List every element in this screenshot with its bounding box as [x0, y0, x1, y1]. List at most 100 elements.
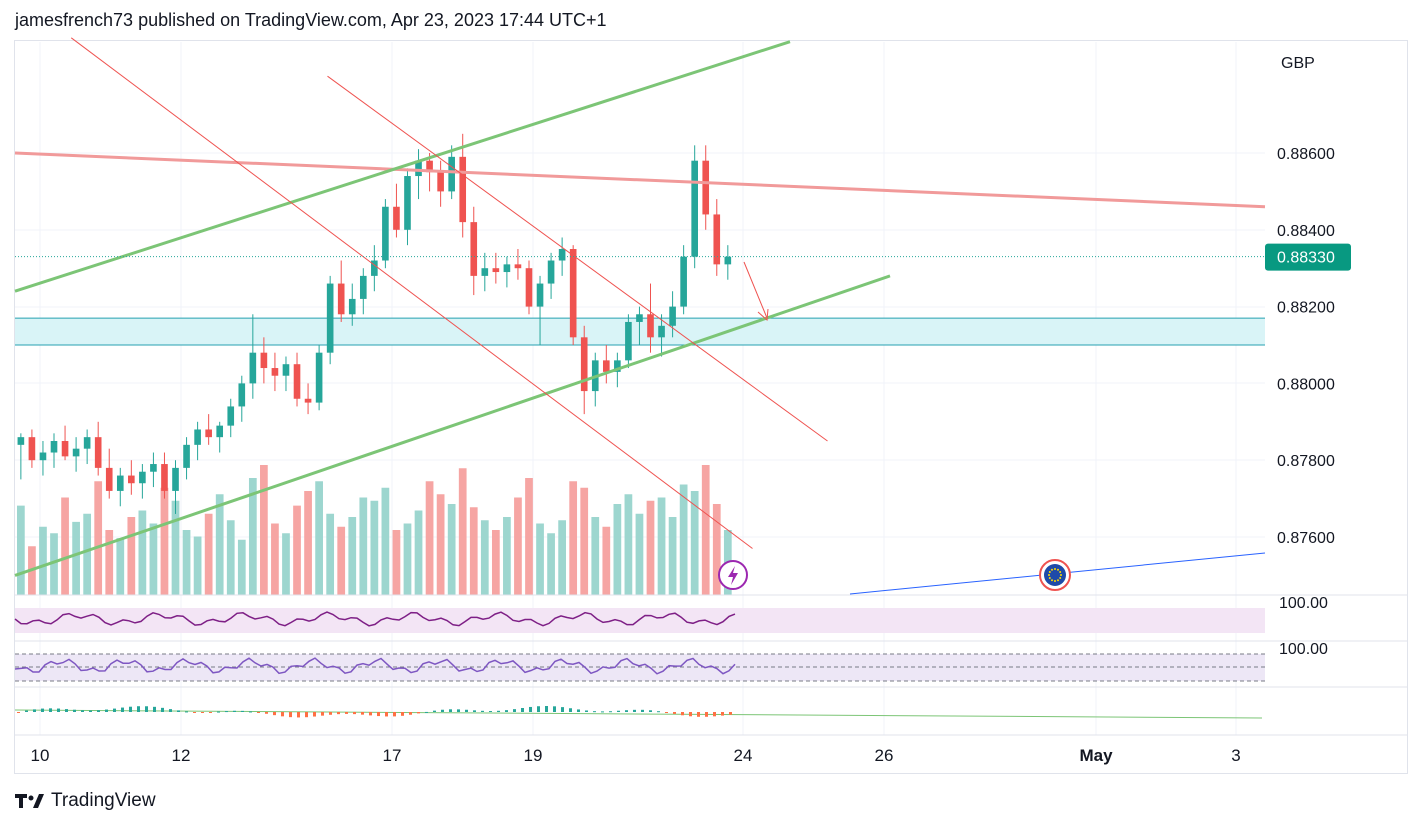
macd-hist-bar: [177, 710, 180, 712]
macd-hist-bar: [329, 712, 332, 715]
volume-bar: [337, 526, 346, 595]
volume-bar: [635, 513, 644, 595]
time-tick-label: 12: [172, 746, 191, 765]
macd-hist-bar: [601, 711, 604, 713]
macd-hist-bar: [665, 712, 668, 713]
macd-hist-bar: [433, 710, 436, 712]
chart-frame: [14, 40, 1408, 774]
volume-bar: [624, 494, 633, 595]
volume-bar: [160, 487, 169, 595]
volume-bar: [293, 505, 301, 595]
volume-bar: [237, 539, 246, 595]
macd-hist-bar: [113, 708, 116, 712]
candle-body: [315, 352, 323, 403]
candle-body: [602, 360, 610, 372]
macd-hist-bar: [457, 709, 460, 712]
candle-body: [404, 176, 411, 230]
volume-bar: [646, 500, 655, 595]
macd-hist-bar: [649, 710, 652, 712]
volume-bar: [480, 520, 489, 595]
candle-body: [492, 268, 500, 273]
candle-body: [348, 298, 356, 315]
macd-hist-bar: [57, 708, 60, 712]
price-tick-label: 0.88000: [1277, 376, 1335, 393]
candle-body: [547, 260, 555, 284]
publish-header: jamesfrench73 published on TradingView.c…: [15, 10, 607, 30]
macd-hist-bar: [681, 712, 684, 716]
candle-body: [713, 214, 721, 265]
volume-bar: [536, 523, 544, 595]
macd-hist-bar: [401, 712, 404, 716]
time-tick-label: 24: [734, 746, 753, 765]
candle-body: [459, 156, 467, 223]
candle-body: [194, 429, 201, 445]
volume-bar: [304, 491, 312, 595]
macd-hist-bar: [313, 712, 316, 717]
macd-hist-bar: [409, 712, 412, 715]
candle-body: [503, 264, 511, 273]
candle-body: [94, 437, 102, 468]
candle-body: [282, 364, 290, 376]
candle-body: [382, 206, 389, 261]
volume-bar: [469, 507, 478, 595]
volume-bar: [39, 526, 47, 595]
macd-hist-bar: [153, 706, 156, 712]
macd-hist-bar: [697, 712, 700, 717]
macd-hist-bar: [161, 707, 164, 712]
macd-hist-bar: [41, 708, 44, 712]
volume-bar: [525, 478, 533, 595]
macd-histogram: [17, 706, 732, 718]
volume-bar: [171, 500, 180, 595]
macd-hist-bar: [673, 712, 676, 714]
lightning-event-icon: [718, 560, 748, 590]
macd-hist-bar: [361, 712, 364, 715]
macd-hist-bar: [489, 711, 492, 713]
lower-channel-line: [14, 274, 891, 577]
resistance-line: [14, 151, 1266, 209]
volume-bar: [403, 523, 412, 595]
macd-hist-bar: [193, 712, 196, 713]
candle-body: [393, 206, 400, 230]
macd-hist-bar: [633, 709, 636, 712]
volume-bar: [94, 481, 103, 595]
macd-hist-bar: [217, 711, 220, 713]
macd-hist-bar: [721, 712, 724, 716]
volume-bar: [61, 497, 69, 595]
candle-body: [669, 306, 676, 326]
candle-body: [470, 222, 478, 276]
volume-bar: [359, 497, 368, 595]
volume-bar: [282, 533, 290, 595]
macd-hist-bar: [569, 708, 572, 712]
pane-level-label: 100.00: [1279, 641, 1328, 658]
macd-hist-bar: [465, 709, 468, 712]
candle-body: [260, 352, 268, 369]
macd-hist-bar: [657, 711, 660, 713]
pane-level-label: 100.00: [1279, 595, 1328, 612]
volume-bar: [447, 504, 456, 595]
candle-body: [337, 283, 345, 315]
time-tick-label: 26: [875, 746, 894, 765]
macd-hist-bar: [385, 712, 388, 717]
volume-bar: [547, 533, 555, 595]
eu-flag-star: [1048, 571, 1051, 573]
candle-body: [249, 352, 257, 384]
volume-bar: [602, 526, 611, 595]
price-tick-label: 0.88200: [1277, 300, 1335, 317]
candle-body: [61, 441, 69, 457]
volume-bar: [712, 504, 721, 595]
stoch-line: [14, 657, 736, 675]
volume-bar: [668, 517, 677, 595]
candle-body: [72, 448, 80, 457]
eu-flag-star: [1059, 577, 1062, 579]
eu-flag-event-icon: [1039, 559, 1071, 591]
upper-channel-line: [14, 40, 791, 293]
candle-body: [514, 264, 522, 269]
volume-bar: [569, 481, 578, 595]
eu-flag-star: [1060, 574, 1062, 576]
macd-hist-bar: [289, 712, 292, 718]
candle-body: [371, 260, 378, 276]
macd-hist-bar: [441, 709, 444, 712]
macd-hist-bar: [89, 710, 92, 712]
volume-bar: [348, 517, 357, 595]
